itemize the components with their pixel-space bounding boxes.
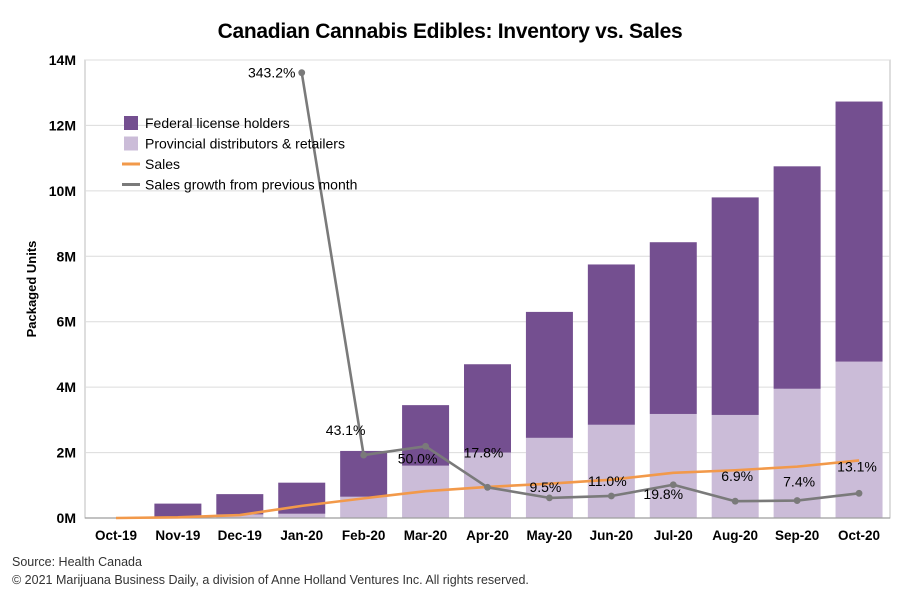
chart-footer: Source: Health Canada © 2021 Marijuana B… [12,553,529,589]
growth-line [300,72,860,503]
x-tick-label: May-20 [527,528,573,543]
chart-title: Canadian Cannabis Edibles: Inventory vs.… [217,20,683,43]
bar-federal [340,450,388,497]
growth-point [855,489,863,497]
bar-federal [649,242,697,414]
growth-point [484,483,491,491]
x-tick-label: Oct-19 [95,528,137,543]
growth-point [298,69,306,77]
x-tick-label: Sep-20 [775,528,819,543]
growth-data-label: 17.8% [464,444,504,460]
bar-provincial [773,388,821,518]
x-tick-label: Mar-20 [404,528,448,543]
y-tick-label: 2M [57,445,76,461]
growth-data-label: 50.0% [398,450,438,466]
x-tick-label: Oct-20 [838,528,880,543]
growth-data-label: 343.2% [248,65,295,81]
y-tick-label: 4M [57,379,76,395]
growth-point [731,497,739,505]
bar-provincial [587,424,635,518]
x-tick-label: Dec-19 [218,528,262,543]
x-tick-label: Aug-20 [712,528,758,543]
growth-point [793,497,801,504]
bar-federal [525,311,573,438]
legend-label: Sales [145,156,180,172]
x-tick-label: Feb-20 [342,528,386,543]
bar-federal [216,494,264,515]
x-tick-label: Nov-19 [155,528,200,543]
growth-point [607,492,615,500]
bar-federal [711,197,759,415]
x-tick-label: Jun-20 [590,528,634,543]
growth-data-label: 7.4% [783,474,815,490]
growth-point [669,481,677,489]
y-tick-label: 14M [49,52,76,68]
copyright-note: © 2021 Marijuana Business Daily, a divis… [12,573,529,587]
legend-swatch [124,136,138,151]
legend-label: Sales growth from previous month [145,177,357,193]
growth-data-label: 19.8% [643,486,683,502]
y-tick-label: 8M [57,248,76,264]
bar-federal [154,503,202,518]
bar-federal [464,364,511,453]
growth-point [360,451,368,459]
growth-point [422,442,429,450]
bar-federal [835,101,883,362]
x-tick-label: Jul-20 [654,528,693,543]
x-tick-label: Apr-20 [466,528,509,543]
x-tick-label: Jan-20 [280,528,323,543]
y-tick-label: 10M [49,183,76,199]
legend-label: Provincial distributors & retailers [145,136,345,152]
source-note: Source: Health Canada [12,555,142,569]
bar-provincial [278,513,326,518]
growth-point [546,494,553,502]
bar-provincial [649,413,697,518]
bar-provincial [525,437,573,518]
legend-swatch [124,116,138,130]
bar-provincial [340,496,388,518]
growth-data-label: 13.1% [837,458,877,474]
growth-data-label: 43.1% [326,422,366,438]
growth-data-label: 11.0% [588,473,627,489]
growth-data-label: 9.5% [529,479,561,495]
y-tick-label: 6M [57,314,76,330]
bar-federal [773,166,821,389]
y-tick-label: 12M [49,117,76,133]
y-axis-label: Packaged Units [24,241,39,338]
growth-data-label: 6.9% [721,468,753,484]
bar-federal [587,264,635,425]
legend-label: Federal license holders [145,115,290,131]
y-tick-label: 0M [57,510,76,526]
